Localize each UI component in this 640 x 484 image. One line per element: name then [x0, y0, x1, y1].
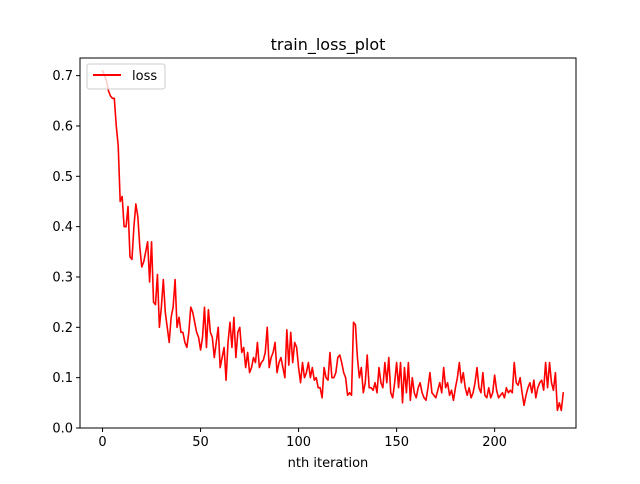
x-tick-label: 50	[192, 435, 209, 450]
y-tick-label: 0.1	[52, 371, 73, 386]
y-axis: 0.0 0.1 0.2 0.3 0.4 0.5 0.6 0.7	[52, 69, 80, 437]
y-tick-label: 0.5	[52, 170, 73, 185]
chart-title: train_loss_plot	[271, 35, 386, 55]
x-tick-label: 200	[482, 435, 507, 450]
x-tick-label: 100	[286, 435, 311, 450]
legend-label-loss: loss	[132, 69, 157, 84]
x-axis: 0 50 100 150 200	[98, 428, 507, 450]
x-axis-label: nth iteration	[288, 456, 369, 471]
series-layer	[101, 69, 565, 412]
y-tick-label: 0.6	[52, 119, 73, 134]
legend: loss	[86, 63, 166, 90]
series-line-loss	[101, 69, 565, 412]
plot-area	[80, 58, 576, 428]
y-tick-label: 0.4	[52, 220, 73, 235]
x-tick-label: 150	[384, 435, 409, 450]
y-tick-label: 0.3	[52, 270, 73, 285]
y-tick-label: 0.0	[52, 422, 73, 437]
y-tick-label: 0.7	[52, 69, 73, 84]
plot-frame	[79, 57, 577, 429]
legend-frame	[86, 63, 166, 90]
y-tick-label: 0.2	[52, 321, 73, 336]
x-tick-label: 0	[98, 435, 106, 450]
